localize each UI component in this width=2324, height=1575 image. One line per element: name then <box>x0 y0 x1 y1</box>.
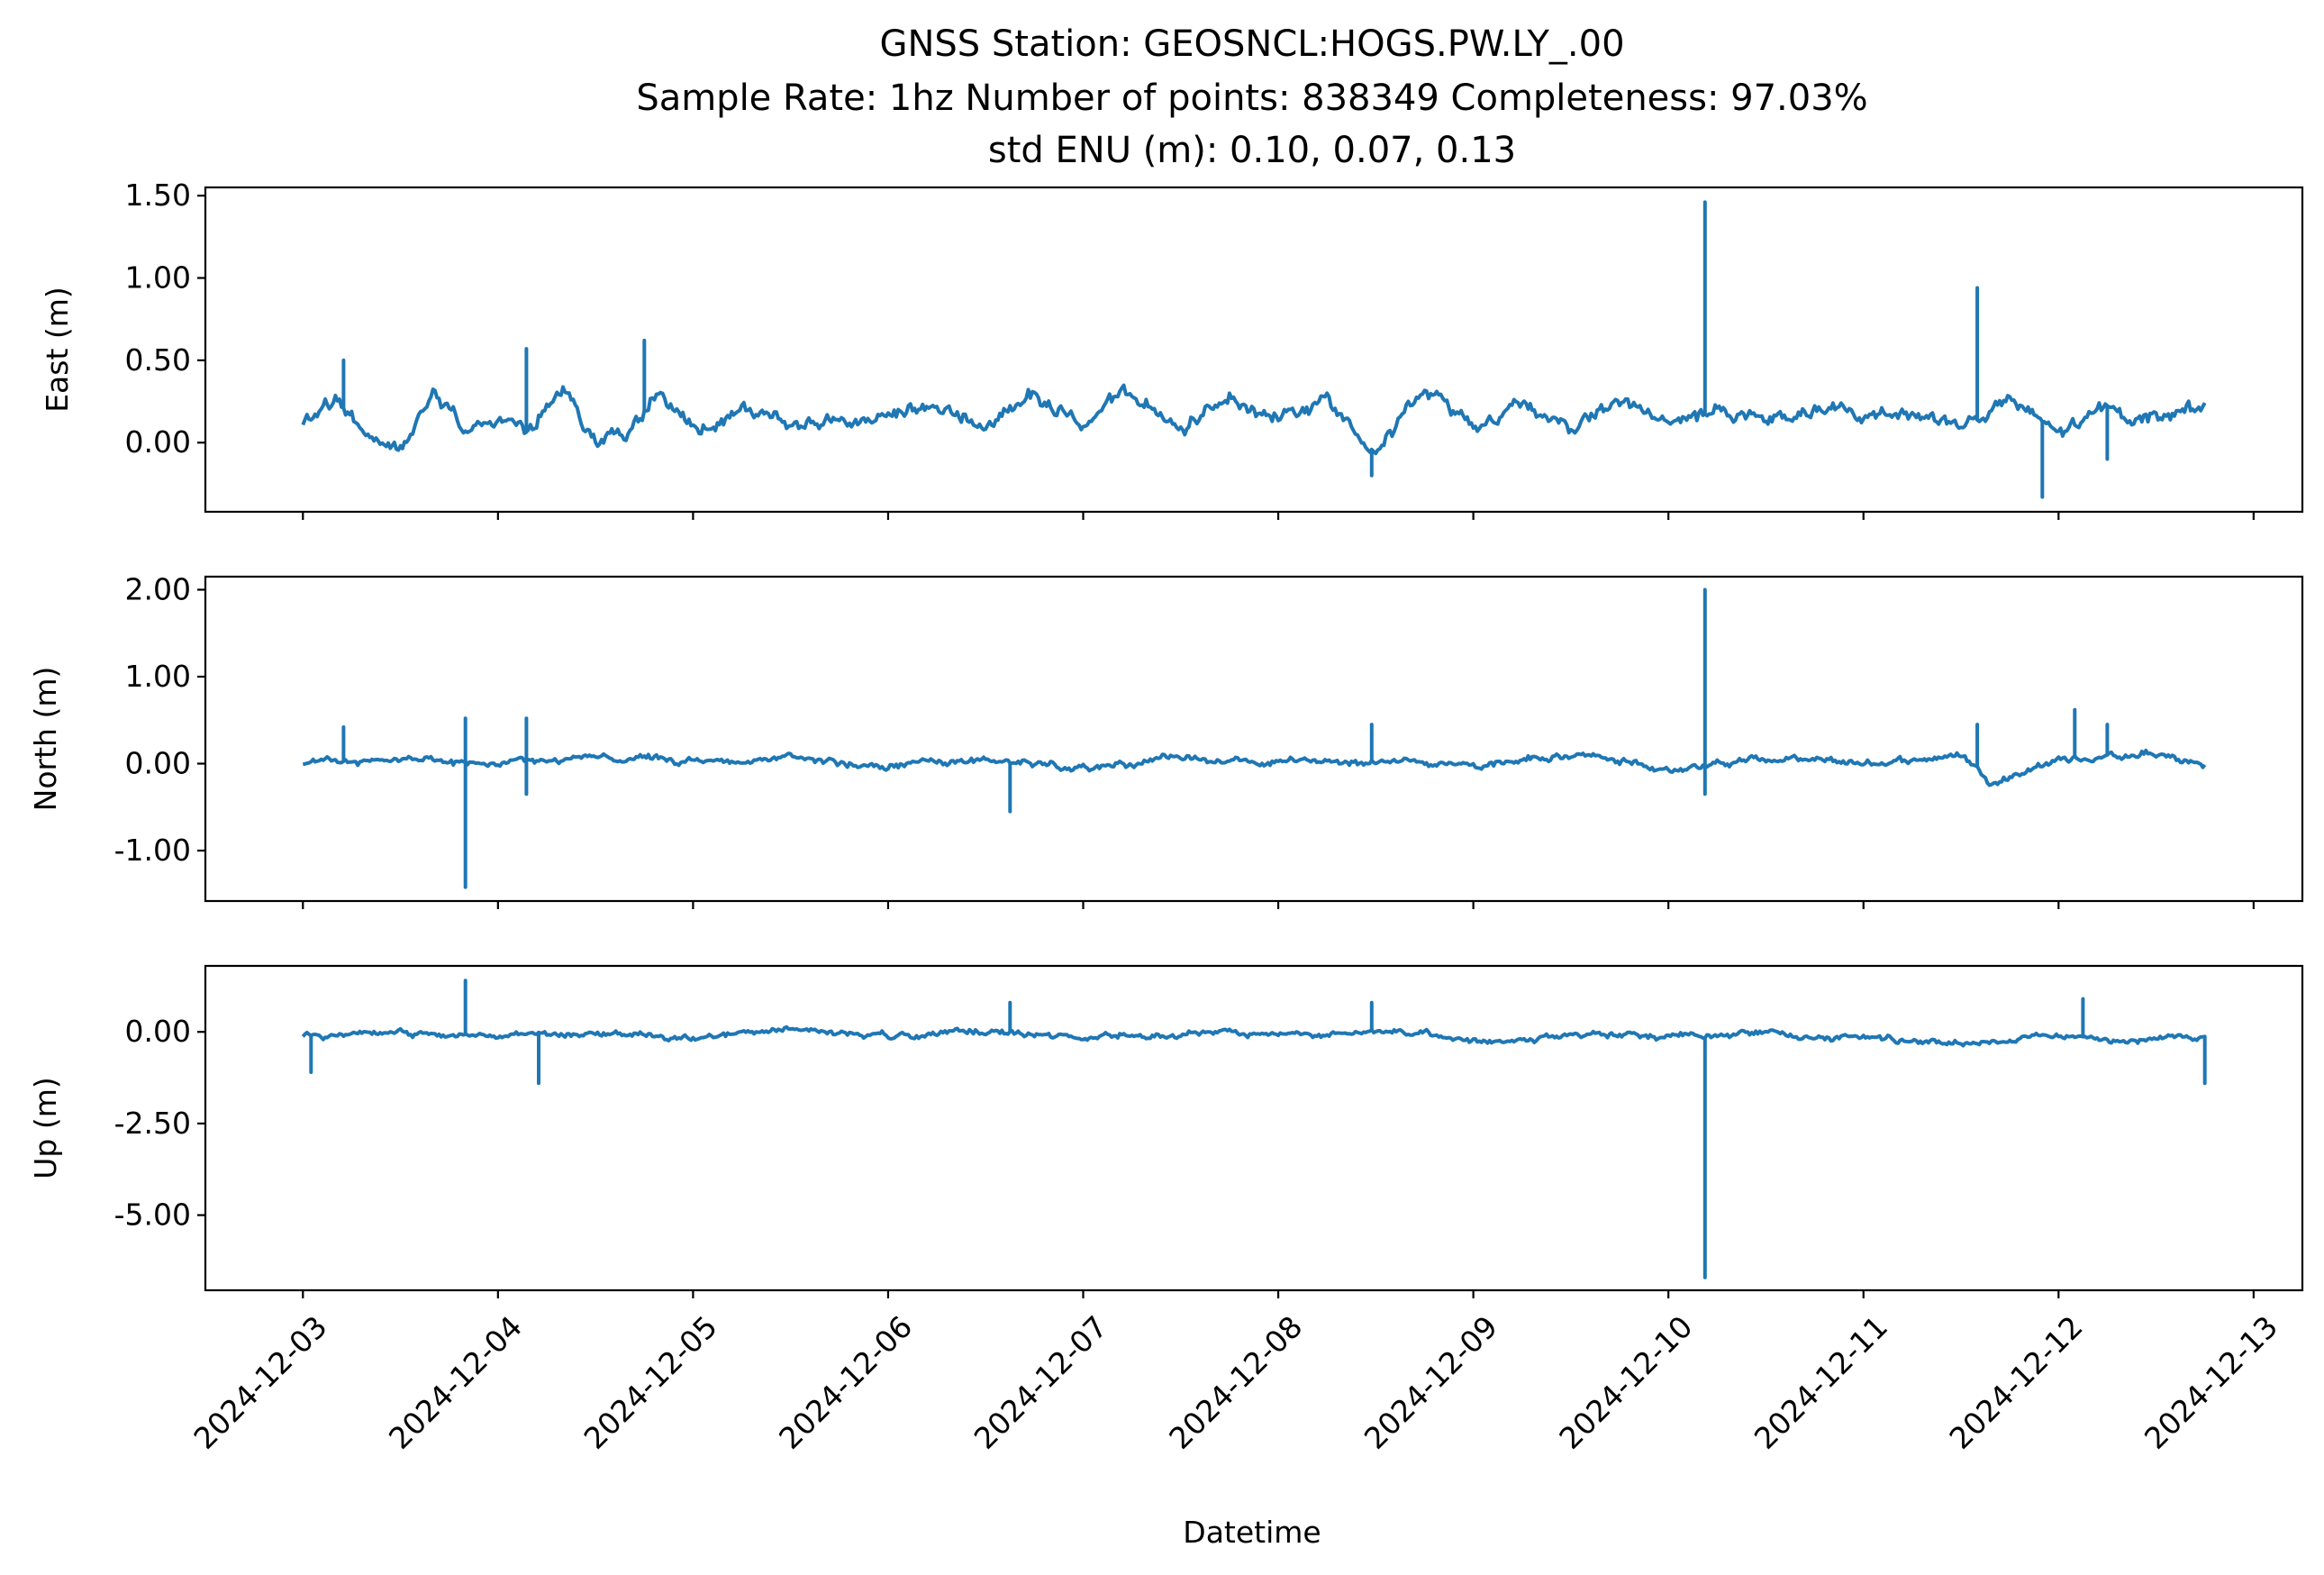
east-series-line <box>301 200 2207 499</box>
north-y-ticks: 2.00 1.00 0.00 -1.00 <box>114 571 205 868</box>
east-y-tick-label: 1.50 <box>125 178 191 213</box>
up-y-tick-label: 0.00 <box>125 1014 191 1049</box>
east-x-ticks <box>302 512 2255 520</box>
title-line-1: GNSS Station: GEOSNCL:HOGS.PW.LY_.00 <box>879 23 1624 65</box>
east-panel: 1.50 1.00 0.50 0.00 East (m) <box>40 178 2304 520</box>
up-panel: 0.00 -2.50 -5.00 Up (m) <box>28 964 2304 1298</box>
title-line-3: std ENU (m): 0.10, 0.07, 0.13 <box>988 130 1516 171</box>
east-y-tick-label: 1.00 <box>125 260 191 296</box>
up-series-line <box>301 979 2207 1279</box>
east-plot-frame <box>204 186 2304 514</box>
up-x-ticks <box>302 1290 2255 1298</box>
x-axis-label: Datetime <box>1183 1515 1321 1550</box>
north-panel: 2.00 1.00 0.00 -1.00 North (m) <box>28 571 2304 909</box>
east-y-axis-label: East (m) <box>40 287 75 413</box>
north-y-axis-label: North (m) <box>28 667 63 812</box>
title-line-2: Sample Rate: 1hz Number of points: 83834… <box>636 77 1867 119</box>
east-y-tick-label: 0.00 <box>125 424 191 460</box>
north-y-tick-label: 2.00 <box>125 571 191 606</box>
east-y-tick-label: 0.50 <box>125 342 191 378</box>
north-y-tick-label: 1.00 <box>125 659 191 694</box>
north-y-tick-label: 0.00 <box>125 746 191 781</box>
up-y-tick-label: -2.50 <box>114 1106 191 1141</box>
north-y-tick-label: -1.00 <box>114 833 191 868</box>
east-y-ticks: 1.50 1.00 0.50 0.00 <box>125 178 205 460</box>
north-series-line <box>302 587 2207 889</box>
up-y-tick-label: -5.00 <box>114 1197 191 1233</box>
up-y-axis-label: Up (m) <box>28 1077 63 1179</box>
north-x-ticks <box>302 901 2255 909</box>
up-y-ticks: 0.00 -2.50 -5.00 <box>114 1014 205 1233</box>
north-plot-frame <box>204 575 2304 903</box>
up-plot-frame <box>204 964 2304 1292</box>
